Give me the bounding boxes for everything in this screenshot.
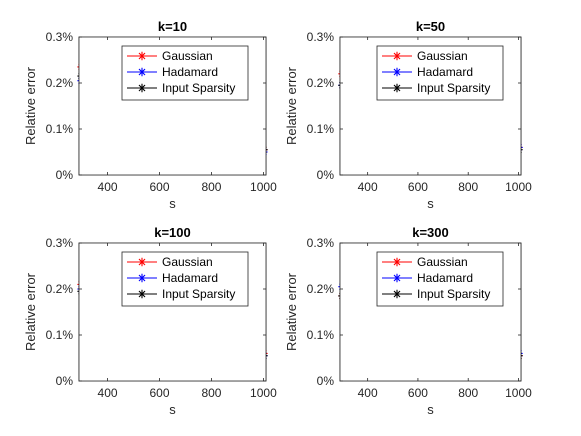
- legend-label: Input Sparsity: [417, 287, 490, 301]
- legend: Gaussian Hadamard Input Sparsity: [121, 45, 249, 101]
- legend-marker: [392, 83, 402, 93]
- y-tick-label: 0.2%: [307, 282, 335, 296]
- y-tick-label: 0.3%: [46, 30, 74, 44]
- legend-marker: [137, 257, 147, 267]
- x-tick-label: 800: [201, 180, 221, 194]
- legend-label: Input Sparsity: [162, 287, 235, 301]
- y-tick-label: 0.2%: [46, 76, 74, 90]
- chart-title: k=100: [154, 225, 191, 240]
- y-axis-label: Relative error: [284, 66, 299, 145]
- x-tick-label: 400: [98, 180, 118, 194]
- legend-marker: [392, 289, 402, 299]
- legend: Gaussian Hadamard Input Sparsity: [376, 45, 504, 101]
- x-tick-label: 600: [149, 180, 169, 194]
- x-tick-label: 800: [458, 180, 478, 194]
- legend-marker: [137, 67, 147, 77]
- y-tick-label: 0%: [317, 374, 335, 388]
- y-tick-label: 0%: [56, 168, 74, 182]
- y-tick-label: 0.3%: [307, 236, 335, 250]
- x-axis-label: s: [169, 196, 176, 211]
- chart-title: k=50: [416, 19, 445, 34]
- legend-label: Hadamard: [417, 271, 473, 285]
- x-tick-label: 600: [149, 386, 169, 400]
- x-tick-label: 400: [98, 386, 118, 400]
- y-tick-label: 0.1%: [307, 328, 335, 342]
- legend-marker: [137, 289, 147, 299]
- y-axis-label: Relative error: [284, 272, 299, 351]
- y-tick-label: 0.1%: [46, 328, 74, 342]
- legend-label: Gaussian: [417, 49, 468, 63]
- legend: Gaussian Hadamard Input Sparsity: [376, 251, 504, 307]
- legend-label: Hadamard: [162, 271, 218, 285]
- chart-title: k=10: [158, 19, 187, 34]
- chart-panel: 400 600 800 1000 0% 0.1% 0.2% 0.3% k=100 s Relativ…: [23, 225, 277, 417]
- x-tick-label: 400: [358, 386, 378, 400]
- x-tick-label: 1000: [505, 386, 532, 400]
- legend-marker: [392, 67, 402, 77]
- x-axis-label: s: [427, 196, 434, 211]
- chart-panel: 400 600 800 1000 0% 0.1% 0.2% 0.3% k=50 s Relative…: [284, 19, 532, 211]
- x-tick-label: 400: [358, 180, 378, 194]
- legend-marker: [392, 273, 402, 283]
- x-tick-label: 1000: [505, 180, 532, 194]
- chart-panel: 400 600 800 1000 0% 0.1% 0.2% 0.3% k=10 s Relative…: [23, 19, 277, 211]
- x-tick-label: 600: [408, 386, 428, 400]
- x-axis-label: s: [169, 402, 176, 417]
- x-tick-label: 1000: [250, 180, 277, 194]
- legend-marker: [392, 257, 402, 267]
- legend-label: Input Sparsity: [417, 81, 490, 95]
- legend-marker: [137, 273, 147, 283]
- x-tick-label: 800: [458, 386, 478, 400]
- x-tick-label: 1000: [250, 386, 277, 400]
- x-axis-label: s: [427, 402, 434, 417]
- y-tick-label: 0.2%: [307, 76, 335, 90]
- chart-panel: 400 600 800 1000 0% 0.1% 0.2% 0.3% k=300 s Relativ…: [284, 225, 532, 417]
- y-tick-label: 0.3%: [307, 30, 335, 44]
- y-tick-label: 0.3%: [46, 236, 74, 250]
- y-tick-label: 0.2%: [46, 282, 74, 296]
- legend: Gaussian Hadamard Input Sparsity: [121, 251, 249, 307]
- chart-title: k=300: [412, 225, 449, 240]
- y-axis-label: Relative error: [23, 66, 38, 145]
- x-tick-label: 800: [201, 386, 221, 400]
- legend-label: Hadamard: [162, 65, 218, 79]
- legend-marker: [137, 83, 147, 93]
- x-tick-label: 600: [408, 180, 428, 194]
- legend-label: Gaussian: [162, 255, 213, 269]
- legend-marker: [392, 51, 402, 61]
- legend-label: Gaussian: [417, 255, 468, 269]
- legend-marker: [137, 51, 147, 61]
- y-tick-label: 0%: [317, 168, 335, 182]
- legend-label: Input Sparsity: [162, 81, 235, 95]
- y-axis-label: Relative error: [23, 272, 38, 351]
- legend-label: Hadamard: [417, 65, 473, 79]
- legend-label: Gaussian: [162, 49, 213, 63]
- y-tick-label: 0.1%: [46, 122, 74, 136]
- y-tick-label: 0%: [56, 374, 74, 388]
- y-tick-label: 0.1%: [307, 122, 335, 136]
